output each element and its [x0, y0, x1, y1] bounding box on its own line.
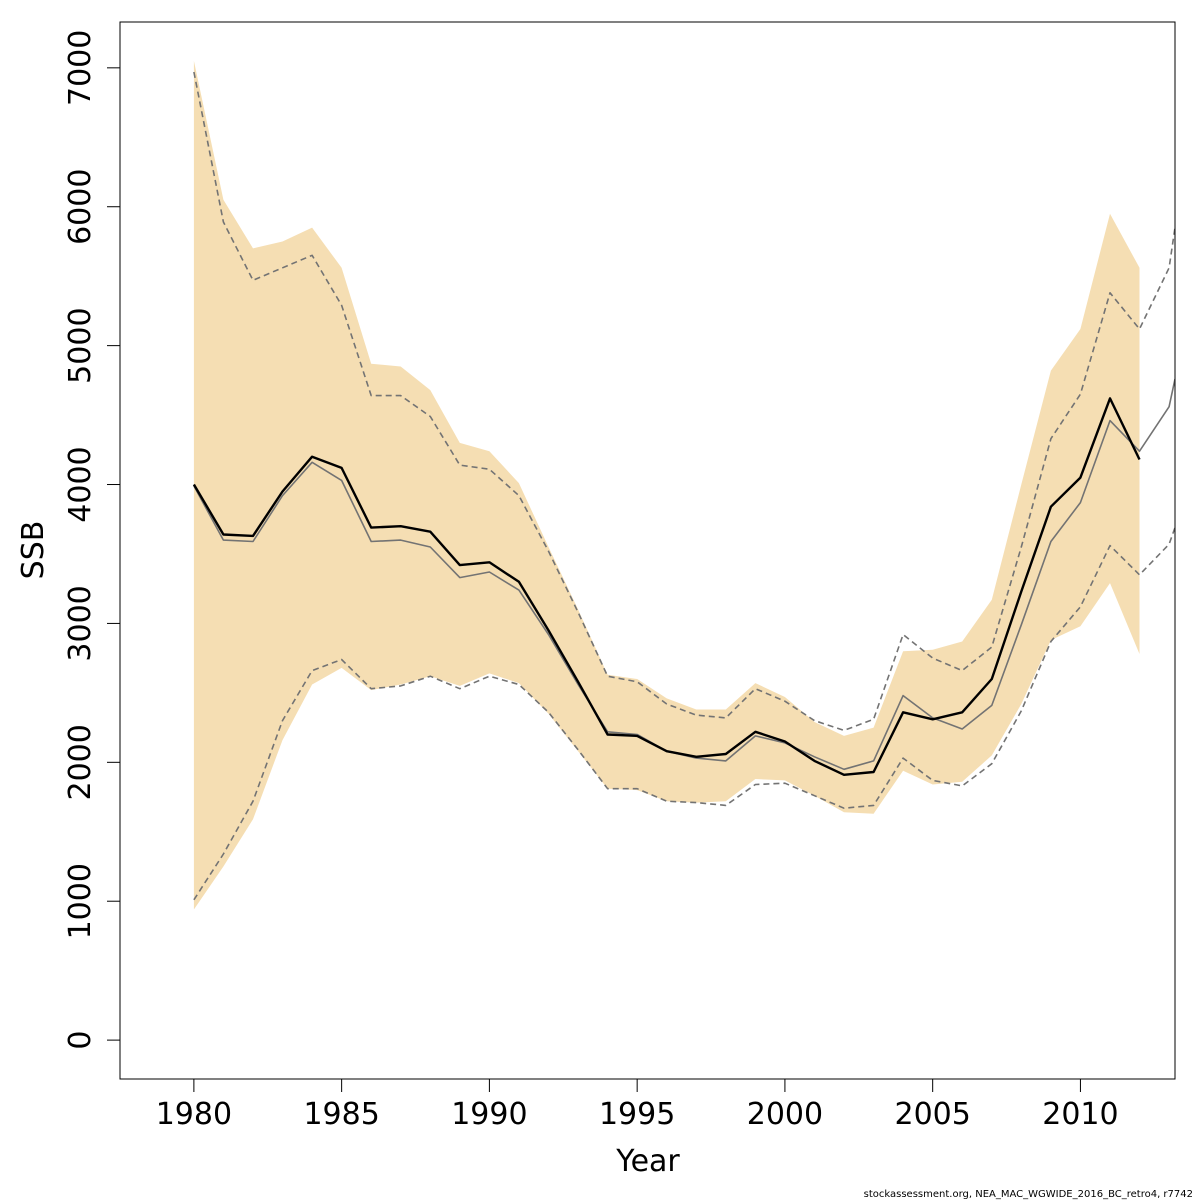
confidence-band — [193, 60, 1140, 910]
x-axis: 1980 1985 1990 1995 2000 2005 2010 — [156, 1078, 1119, 1132]
previous-upper-ci-line — [193, 71, 1175, 732]
y-tick-label: 7000 — [63, 30, 98, 106]
x-tick-label: 2005 — [894, 1097, 970, 1132]
ssb-estimate-line — [192, 397, 1141, 776]
x-tick-label: 1995 — [599, 1097, 675, 1132]
x-tick-label: 1990 — [451, 1097, 527, 1132]
y-axis-title: SSB — [16, 521, 51, 580]
previous-estimate-line — [193, 378, 1175, 771]
x-axis-title: Year — [615, 1144, 680, 1179]
y-axis: 0 1000 2000 3000 4000 5000 6000 7000 — [63, 30, 121, 1050]
y-tick-label: 6000 — [63, 169, 98, 245]
y-tick-label: 3000 — [63, 585, 98, 661]
x-tick-label: 1980 — [156, 1097, 232, 1132]
footnote: stockassessment.org, NEA_MAC_WGWIDE_2016… — [864, 1189, 1193, 1200]
y-tick-label: 1000 — [63, 863, 98, 939]
y-tick-label: 5000 — [63, 307, 98, 383]
confidence-band-layer — [193, 60, 1140, 910]
previous-lower-ci-line — [193, 527, 1175, 901]
x-tick-label: 2000 — [747, 1097, 823, 1132]
y-tick-label: 0 — [63, 1031, 98, 1050]
x-tick-label: 1985 — [303, 1097, 379, 1132]
y-tick-label: 2000 — [63, 724, 98, 800]
series-lines-layer — [192, 71, 1175, 901]
y-tick-label: 4000 — [63, 446, 98, 522]
x-tick-label: 2010 — [1042, 1097, 1118, 1132]
